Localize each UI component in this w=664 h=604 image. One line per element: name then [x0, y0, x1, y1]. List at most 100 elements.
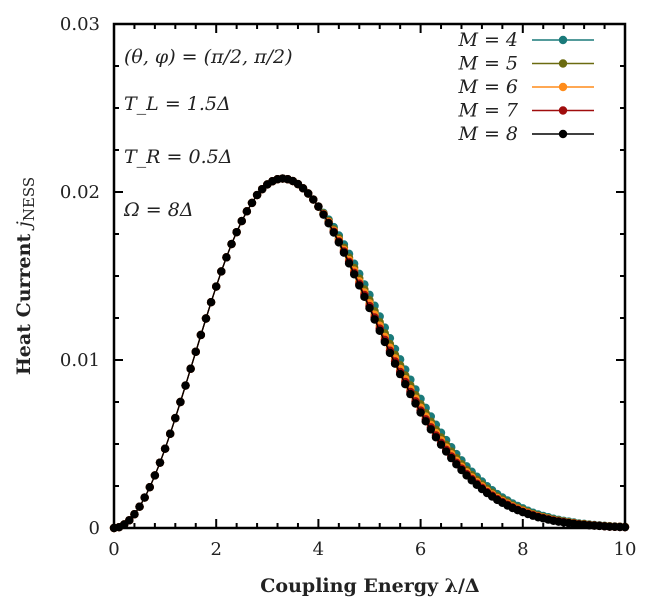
legend-item-M6: M = 6	[457, 76, 594, 98]
legend-marker	[558, 82, 568, 92]
legend-label: M = 5	[457, 53, 518, 75]
data-point	[237, 216, 246, 226]
y-tick-label: 0.02	[60, 182, 100, 203]
data-point	[411, 399, 420, 408]
annotation-angles: (θ, φ) = (π/2, π/2)	[124, 46, 293, 68]
series-line	[113, 177, 626, 529]
data-point	[349, 270, 359, 279]
data-point	[242, 207, 252, 216]
data-point	[303, 189, 313, 198]
data-point	[436, 440, 446, 449]
data-point	[416, 408, 425, 417]
y-tick-label: 0	[89, 518, 100, 539]
y-tick-label: 0.01	[60, 350, 100, 371]
series-line	[113, 177, 626, 529]
x-tick-label: 4	[313, 539, 324, 560]
series-line	[113, 177, 626, 529]
legend-label: M = 8	[457, 123, 518, 145]
data-point	[390, 359, 400, 368]
data-point	[130, 510, 139, 519]
data-point	[191, 347, 200, 356]
x-axis-label: Coupling Energy λ/Δ	[260, 575, 480, 597]
y-axis-label: Heat Current jNESS	[13, 177, 38, 375]
data-point	[447, 453, 456, 463]
series-M7	[109, 174, 630, 533]
data-point	[150, 471, 160, 480]
data-point	[309, 195, 318, 204]
legend-marker	[558, 106, 568, 115]
data-point	[196, 330, 206, 340]
data-point	[395, 369, 405, 379]
data-point	[227, 239, 236, 249]
x-tick-label: 2	[210, 539, 221, 560]
data-point	[125, 516, 134, 525]
legend-marker	[558, 59, 568, 68]
data-point	[155, 458, 165, 467]
legend-label: M = 4	[457, 29, 518, 51]
series-M5	[109, 174, 630, 533]
legend-item-M8: M = 8	[457, 123, 594, 145]
data-point	[135, 502, 144, 511]
series-M4	[109, 174, 630, 533]
data-point	[160, 444, 170, 453]
data-point	[334, 238, 344, 247]
annotation-right-temperature: T_R = 0.5Δ	[124, 146, 232, 168]
data-point	[380, 337, 390, 347]
data-point	[166, 429, 175, 438]
data-point	[201, 314, 211, 323]
series-M6	[109, 174, 630, 533]
y-tick-label: 0.03	[60, 14, 100, 35]
data-point	[247, 198, 257, 208]
x-tick-label: 8	[517, 539, 528, 560]
data-point	[222, 253, 231, 262]
legend-label: M = 6	[457, 76, 518, 98]
data-point	[217, 267, 226, 276]
data-point	[406, 389, 415, 399]
data-point	[324, 219, 333, 228]
data-point	[206, 298, 216, 307]
series-layer	[109, 174, 630, 533]
legend-marker	[558, 35, 568, 45]
data-point	[181, 381, 190, 390]
data-point	[140, 493, 149, 502]
data-point	[232, 227, 241, 237]
data-point	[365, 303, 374, 313]
data-point	[186, 364, 195, 373]
data-point	[314, 202, 323, 211]
data-point	[298, 184, 308, 193]
data-point	[329, 228, 338, 237]
series-line	[113, 177, 626, 529]
legend-marker	[558, 129, 568, 139]
annotation-left-temperature: T_L = 1.5Δ	[124, 93, 231, 115]
x-tick-label: 10	[614, 539, 637, 560]
series-line	[113, 177, 626, 529]
data-point	[339, 248, 349, 257]
x-tick-label: 6	[415, 539, 426, 560]
data-point	[457, 465, 466, 475]
legend-item-M5: M = 5	[457, 53, 594, 75]
annotation-frequency: Ω = 8Δ	[123, 199, 194, 221]
x-tick-label: 0	[108, 539, 119, 560]
data-point	[171, 413, 180, 423]
series-M8	[109, 174, 630, 533]
data-point	[344, 259, 354, 268]
legend: M = 4M = 5M = 6M = 7M = 8	[457, 29, 594, 145]
data-point	[441, 447, 451, 456]
data-point	[370, 315, 379, 324]
data-point	[375, 326, 384, 335]
legend-label: M = 7	[457, 100, 518, 122]
data-point	[431, 433, 441, 442]
data-point	[212, 282, 221, 291]
data-point	[452, 460, 461, 469]
data-point	[385, 348, 395, 358]
data-point	[421, 417, 430, 426]
data-point	[401, 379, 410, 389]
data-point	[176, 397, 185, 407]
axis-ticks: 0 2 4 6 8 10 0 0.01 0.02 0.03	[60, 14, 637, 560]
data-point	[355, 281, 364, 290]
data-point	[319, 210, 328, 219]
data-point	[360, 292, 369, 302]
legend-item-M7: M = 7	[457, 100, 594, 122]
data-point	[145, 482, 154, 492]
